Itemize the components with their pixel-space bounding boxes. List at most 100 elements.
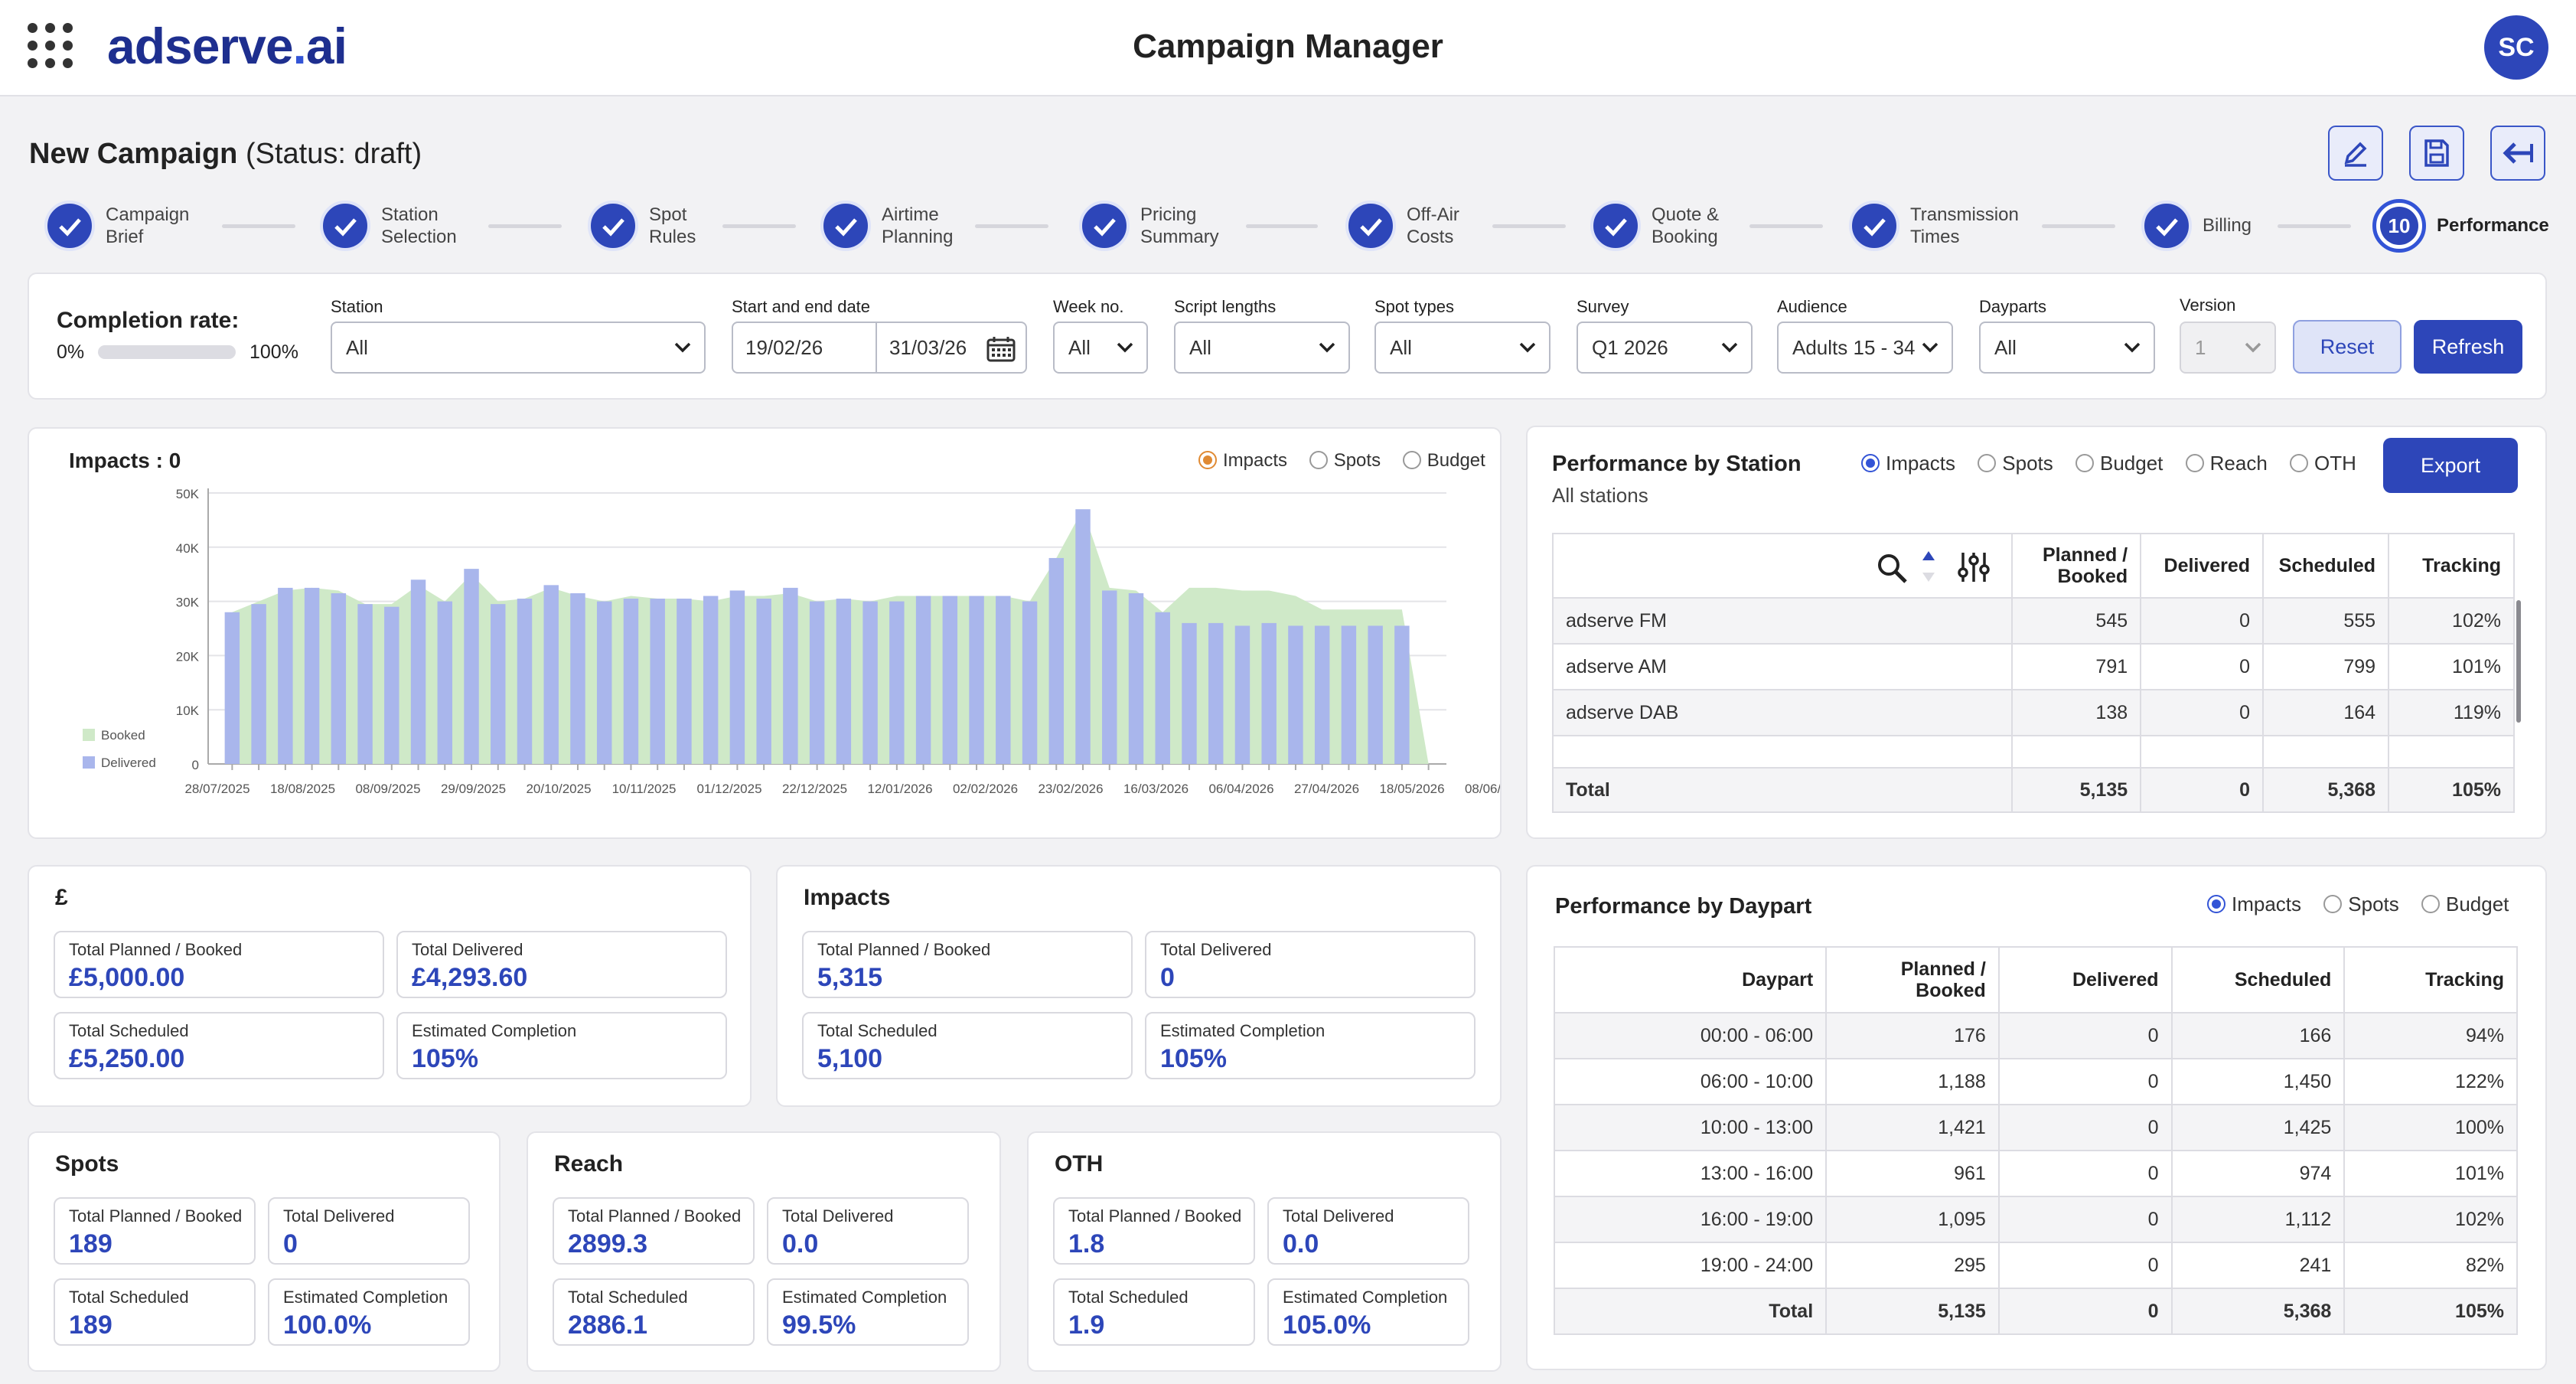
daypart-row[interactable]: 19:00 - 24:00 295 0 241 82% [1553, 1242, 2518, 1289]
station-metric-options: Impacts Spots Budget Reach OTH [1861, 452, 2356, 475]
script-lengths-select[interactable]: All [1174, 322, 1350, 374]
checkmark-icon [59, 218, 81, 237]
daypart-row[interactable]: 00:00 - 06:00 176 0 166 94% [1553, 1012, 2518, 1059]
step-label: Transmission Times [1910, 204, 2019, 247]
search-icon[interactable] [1875, 551, 1909, 585]
audience-select[interactable]: Adults 15 - 34 [1777, 322, 1953, 374]
planned-label: Total Planned / Booked [1068, 1206, 1242, 1226]
user-avatar[interactable]: SC [2484, 15, 2548, 80]
date-range-picker[interactable]: 19/02/26 31/03/26 [732, 322, 1027, 374]
back-button[interactable] [2490, 126, 2545, 181]
summary-card-impacts: Impacts Total Planned / Booked 5,315 Total … [776, 865, 1502, 1107]
col-tracking[interactable]: Tracking [2388, 533, 2515, 599]
planned-value: 1.8 [1068, 1229, 1105, 1258]
top-bar: adserve.ai Campaign Manager SC [0, 0, 2576, 96]
cell-planned: 961 [1825, 1150, 2000, 1197]
daypart-name: 13:00 - 16:00 [1553, 1150, 1828, 1197]
x-tick-label: 06/04/2026 [1208, 782, 1273, 796]
cell-tracking: 102% [2388, 597, 2515, 645]
step-check [1079, 201, 1130, 251]
estimated-tile: Estimated Completion 100.0% [268, 1278, 470, 1346]
impacts-chart: 0 10K 20K 30K 40K 50K 28/07/2025 18/08/2025 08/0… [83, 487, 1500, 796]
step-label: Pricing Summary [1140, 204, 1219, 247]
script-filter-label: Script lengths [1174, 297, 1277, 316]
col-planned[interactable]: Planned / Booked [2011, 533, 2142, 599]
col-scheduled[interactable]: Scheduled [2170, 946, 2346, 1014]
delivered-bar [1368, 625, 1383, 764]
daypart-name: 00:00 - 06:00 [1553, 1012, 1828, 1059]
save-button[interactable] [2409, 126, 2464, 181]
step-check [2141, 201, 2192, 251]
delivered-bar [1208, 622, 1224, 764]
sort-icon[interactable] [1919, 550, 1938, 583]
station-option-oth[interactable]: OTH [2290, 452, 2356, 475]
col-planned[interactable]: Planned / Booked [1825, 946, 2000, 1014]
spot-types-select[interactable]: All [1374, 322, 1550, 374]
x-tick-label: 01/12/2025 [696, 782, 761, 796]
daypart-option-impacts[interactable]: Impacts [2207, 893, 2301, 916]
scheduled-value: 5,100 [817, 1044, 883, 1073]
x-tick-label: 20/10/2025 [526, 782, 591, 796]
survey-select[interactable]: Q1 2026 [1577, 322, 1753, 374]
delivered-bar [1102, 590, 1117, 764]
app-grid-icon[interactable] [28, 23, 73, 69]
table-scrollbar[interactable] [2516, 600, 2521, 723]
daypart-row[interactable]: 16:00 - 19:00 1,095 0 1,112 102% [1553, 1196, 2518, 1243]
chart-option-spots[interactable]: Spots [1309, 450, 1381, 471]
chart-option-impacts[interactable]: Impacts [1198, 450, 1287, 471]
start-date[interactable]: 19/02/26 [745, 336, 823, 359]
y-tick-label: 40K [176, 541, 200, 556]
reset-button[interactable]: Reset [2293, 320, 2402, 374]
cell-scheduled: 166 [2170, 1012, 2346, 1059]
col-daypart[interactable]: Daypart [1553, 946, 1828, 1014]
col-scheduled[interactable]: Scheduled [2262, 533, 2390, 599]
col-delivered[interactable]: Delivered [1997, 946, 2173, 1014]
pencil-icon [2344, 142, 2367, 167]
station-header-tools [1551, 533, 2014, 599]
daypart-total-row: Total 5,135 0 5,368 105% [1553, 1288, 2518, 1335]
version-select[interactable]: 1 [2180, 322, 2276, 374]
end-date[interactable]: 31/03/26 [889, 336, 967, 359]
daypart-option-budget[interactable]: Budget [2421, 893, 2509, 916]
completion-label: Completion rate: [57, 308, 240, 333]
station-option-impacts[interactable]: Impacts [1861, 452, 1955, 475]
cell-tracking: 94% [2343, 1012, 2518, 1059]
station-option-spots[interactable]: Spots [1978, 452, 2053, 475]
delivered-tile: Total Delivered 0.0 [1267, 1197, 1469, 1265]
step-label: Billing [2203, 215, 2252, 236]
chart-option-budget[interactable]: Budget [1402, 450, 1485, 471]
summary-title: Reach [554, 1151, 624, 1177]
brand-logo[interactable]: adserve.ai [107, 18, 347, 74]
filter-sliders-icon[interactable] [1956, 550, 1991, 585]
daypart-row[interactable]: 13:00 - 16:00 961 0 974 101% [1553, 1150, 2518, 1197]
daypart-row[interactable]: 06:00 - 10:00 1,188 0 1,450 122% [1553, 1058, 2518, 1105]
station-row[interactable]: adserve DAB 138 0 164 119% [1551, 689, 2515, 736]
edit-button[interactable] [2328, 126, 2383, 181]
delivered-label: Total Delivered [782, 1206, 894, 1226]
refresh-button[interactable]: Refresh [2414, 320, 2522, 374]
col-delivered[interactable]: Delivered [2140, 533, 2265, 599]
station-option-budget[interactable]: Budget [2075, 452, 2163, 475]
checkmark-icon [602, 218, 624, 237]
checkmark-icon [334, 218, 357, 237]
step-label: Station Selection [381, 204, 457, 247]
estimated-value: 105% [1160, 1044, 1227, 1073]
daypart-option-spots[interactable]: Spots [2323, 893, 2399, 916]
delivered-bar [996, 596, 1011, 764]
station-row[interactable]: adserve FM 545 0 555 102% [1551, 597, 2515, 645]
scheduled-label: Total Scheduled [69, 1021, 189, 1040]
cell-delivered: 0 [2140, 689, 2265, 736]
export-button[interactable]: Export [2383, 438, 2518, 493]
daypart-row[interactable]: 10:00 - 13:00 1,421 0 1,425 100% [1553, 1104, 2518, 1151]
dayparts-select[interactable]: All [1979, 322, 2155, 374]
delivered-bar [729, 590, 745, 764]
col-tracking[interactable]: Tracking [2343, 946, 2518, 1014]
cell-tracking: 100% [2343, 1104, 2518, 1151]
delivered-bar [1022, 601, 1038, 764]
station-select[interactable]: All [331, 322, 706, 374]
date-filter-label: Start and end date [732, 297, 871, 316]
station-option-reach[interactable]: Reach [2185, 452, 2268, 475]
station-row[interactable]: adserve AM 791 0 799 101% [1551, 643, 2515, 690]
week-select[interactable]: All [1053, 322, 1148, 374]
survey-label: Survey [1577, 297, 1629, 316]
